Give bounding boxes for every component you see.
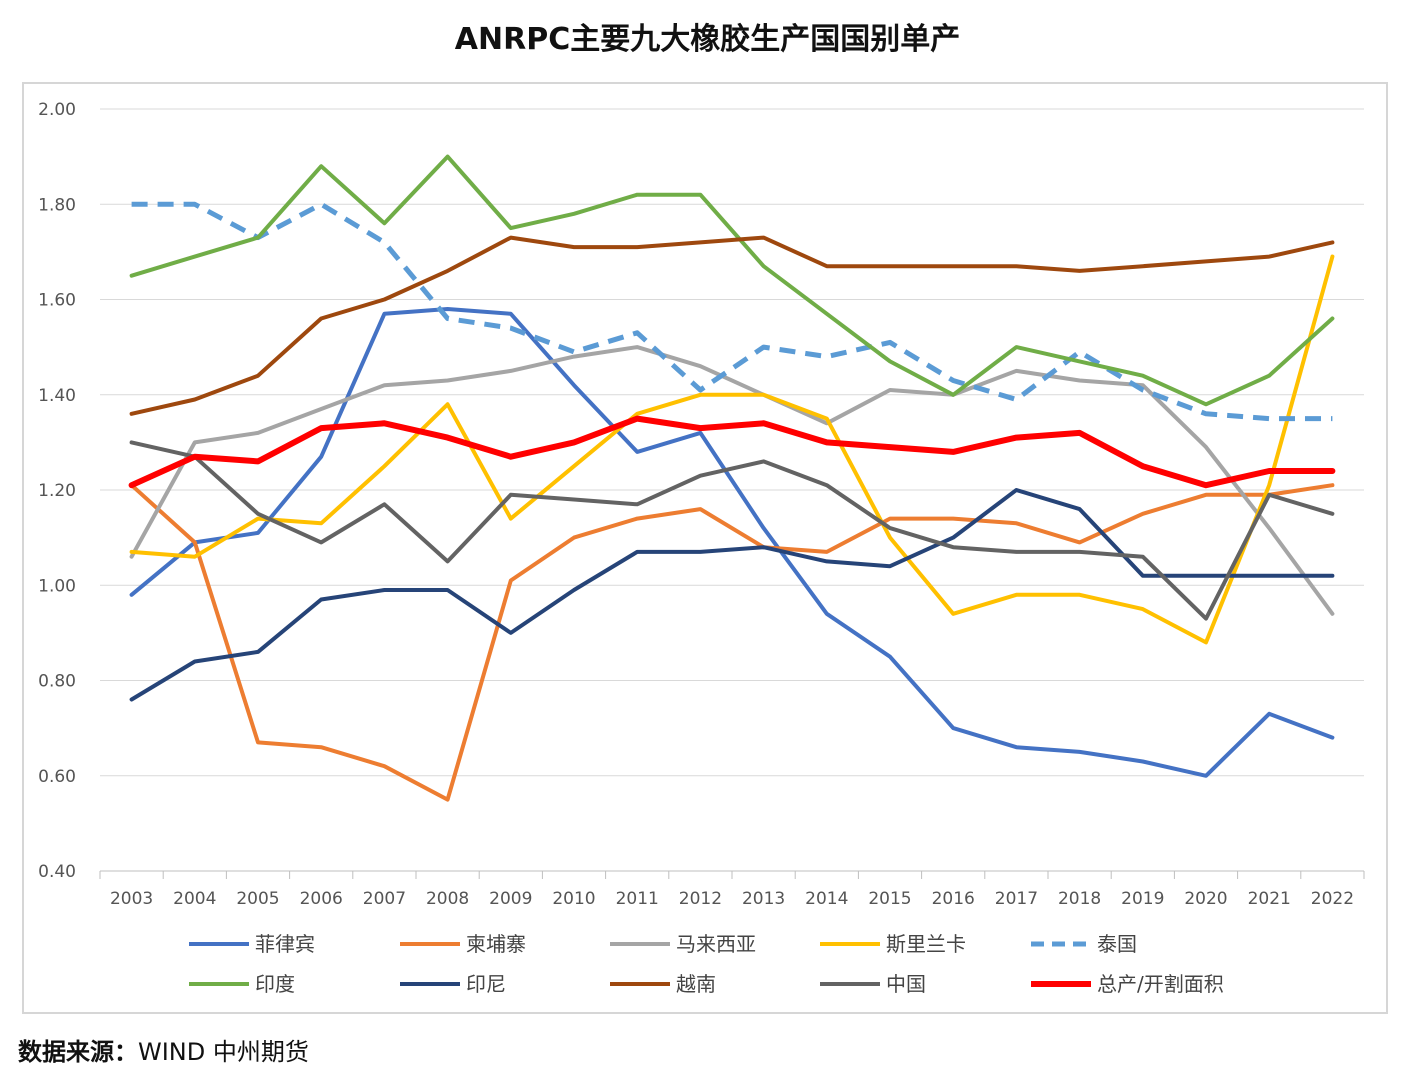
legend-label: 菲律宾 — [255, 932, 315, 956]
y-tick-label: 0.60 — [38, 767, 76, 787]
series-line — [129, 488, 1335, 702]
series-line — [129, 440, 1335, 621]
legend-label: 马来西亚 — [676, 932, 756, 956]
series-line — [131, 201, 1333, 422]
x-tick-label: 2008 — [426, 889, 469, 909]
series-line — [129, 307, 1335, 778]
x-tick-label: 2018 — [1058, 889, 1101, 909]
data-source-note: 数据来源：WIND 中州期货 — [18, 1032, 309, 1067]
x-tick-label: 2019 — [1121, 889, 1164, 909]
x-tick-label: 2020 — [1184, 889, 1227, 909]
y-tick-label: 1.40 — [38, 386, 76, 406]
legend-label: 印度 — [255, 972, 295, 996]
x-tick-label: 2006 — [300, 889, 343, 909]
legend-label: 柬埔寨 — [466, 932, 526, 956]
chart-title: ANRPC主要九大橡胶生产国国别单产 — [454, 22, 961, 57]
x-tick-label: 2013 — [742, 889, 785, 909]
y-tick-label: 1.60 — [38, 291, 76, 311]
x-tick-label: 2005 — [236, 889, 279, 909]
legend-label: 泰国 — [1097, 932, 1137, 956]
y-tick-label: 0.80 — [38, 672, 76, 692]
legend-label: 斯里兰卡 — [886, 932, 966, 956]
legend-label: 总产/开割面积 — [1097, 972, 1224, 996]
y-tick-label: 1.00 — [38, 576, 76, 596]
x-tick-label: 2011 — [616, 889, 659, 909]
series-lines — [128, 154, 1336, 802]
line-chart: 2003 2004 2005 2006 2007 2008 2009 2010 2011 2012… — [38, 100, 1365, 996]
x-tick-label: 2007 — [363, 889, 406, 909]
source-label: 数据来源： — [18, 1038, 138, 1066]
x-tick-label: 2015 — [868, 889, 911, 909]
x-tick-label: 2014 — [805, 889, 848, 909]
y-tick-label: 2.00 — [38, 100, 76, 120]
series-line — [128, 415, 1336, 489]
x-tick-label: 2004 — [173, 889, 216, 909]
legend-label: 中国 — [886, 972, 926, 996]
x-tick-label: 2009 — [489, 889, 532, 909]
x-tick-label: 2021 — [1248, 889, 1291, 909]
x-tick-label: 2016 — [932, 889, 975, 909]
series-line — [129, 483, 1335, 802]
source-value: WIND 中州期货 — [138, 1038, 309, 1066]
series-line — [129, 154, 1335, 407]
legend-label: 越南 — [676, 972, 716, 996]
legend-label: 印尼 — [466, 972, 506, 996]
x-axis-ticks: 2003 2004 2005 2006 2007 2008 2009 2010 2011 2012… — [99, 871, 1365, 909]
y-tick-label: 1.20 — [38, 481, 76, 501]
y-tick-label: 1.80 — [38, 195, 76, 215]
x-tick-label: 2017 — [995, 889, 1038, 909]
x-tick-label: 2010 — [552, 889, 595, 909]
y-tick-label: 0.40 — [38, 862, 76, 882]
x-tick-label: 2022 — [1311, 889, 1354, 909]
series-line — [129, 235, 1335, 416]
series-line — [129, 254, 1335, 645]
chart-frame: 2003 2004 2005 2006 2007 2008 2009 2010 2011 2012… — [22, 82, 1388, 1014]
x-tick-label: 2003 — [110, 889, 153, 909]
x-tick-label: 2012 — [679, 889, 722, 909]
y-axis-ticks: 0.40 0.60 0.80 1.00 1.20 1.40 1.60 1.80 2.00 — [38, 100, 76, 882]
